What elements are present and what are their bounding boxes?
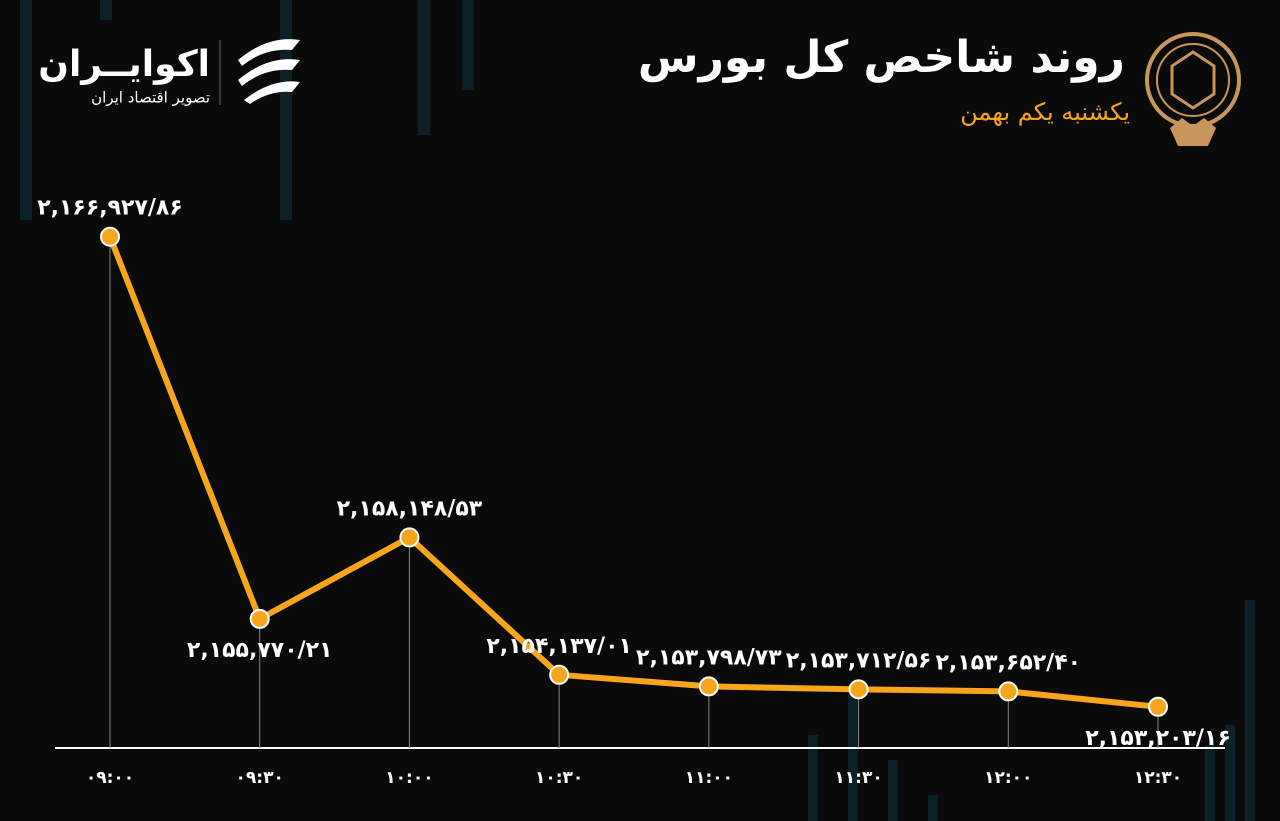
value-label: ۲,۱۵۳,۷۹۸/۷۳ — [636, 645, 782, 670]
x-tick-label: ۰۹:۳۰ — [236, 768, 284, 788]
line — [107, 235, 1159, 710]
value-label: ۲,۱۵۳,۷۱۲/۵۶ — [786, 648, 932, 673]
point — [100, 226, 120, 247]
point — [698, 676, 719, 697]
point — [399, 527, 420, 548]
x-tick-label: ۱۰:۳۰ — [535, 768, 583, 788]
value-label: ۲,۱۵۴,۱۳۷/۰۱ — [486, 634, 632, 659]
x-tick-label: ۱۲:۰۰ — [984, 768, 1032, 788]
point — [249, 608, 270, 629]
decor-bars — [20, 0, 1255, 821]
point — [848, 679, 869, 700]
value-label: ۲,۱۵۵,۷۷۰/۲۱ — [187, 638, 333, 663]
x-tick-label: ۱۲:۳۰ — [1134, 768, 1182, 788]
x-tick-label: ۱۱:۰۰ — [685, 768, 733, 788]
value-label: ۲,۱۵۳,۶۵۲/۴۰ — [935, 650, 1081, 675]
brand-tagline: تصویر اقتصاد ایران — [91, 89, 210, 107]
value-label: ۲,۱۵۸,۱۴۸/۵۳ — [337, 496, 483, 521]
point — [998, 681, 1019, 702]
value-label: ۲,۱۶۶,۹۲۷/۸۶ — [37, 196, 183, 221]
brand-name: اکوایــران — [38, 44, 210, 85]
point — [549, 664, 570, 685]
x-tick-label: ۱۰:۰۰ — [385, 768, 433, 788]
chart-subtitle: یکشنبه یکم بهمن — [960, 98, 1130, 126]
bourse-logo — [1145, 32, 1241, 146]
value-label: ۲,۱۵۳,۲۰۳/۱۶ — [1085, 726, 1231, 751]
x-tick-label: ۰۹:۰۰ — [86, 768, 134, 788]
chart-title: روند شاخص کل بورس — [638, 32, 1125, 83]
brand-logo — [219, 39, 300, 105]
point — [1148, 696, 1168, 717]
x-tick-label: ۱۱:۳۰ — [834, 768, 882, 788]
